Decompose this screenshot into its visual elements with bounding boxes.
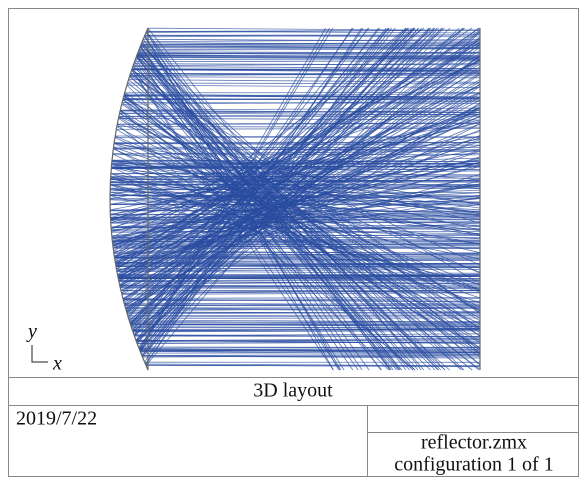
axis-y-label: y <box>26 321 37 343</box>
file-name: reflector.zmx <box>421 432 527 454</box>
layout-window: y x 3D layout 2019/7/22 reflector.zmx co… <box>0 0 586 485</box>
ray <box>135 60 480 61</box>
ray <box>115 260 480 261</box>
layout-title: 3D layout <box>253 380 333 402</box>
configuration: configuration 1 of 1 <box>394 454 553 476</box>
date: 2019/7/22 <box>16 408 97 430</box>
axis-x-label: x <box>52 353 62 375</box>
